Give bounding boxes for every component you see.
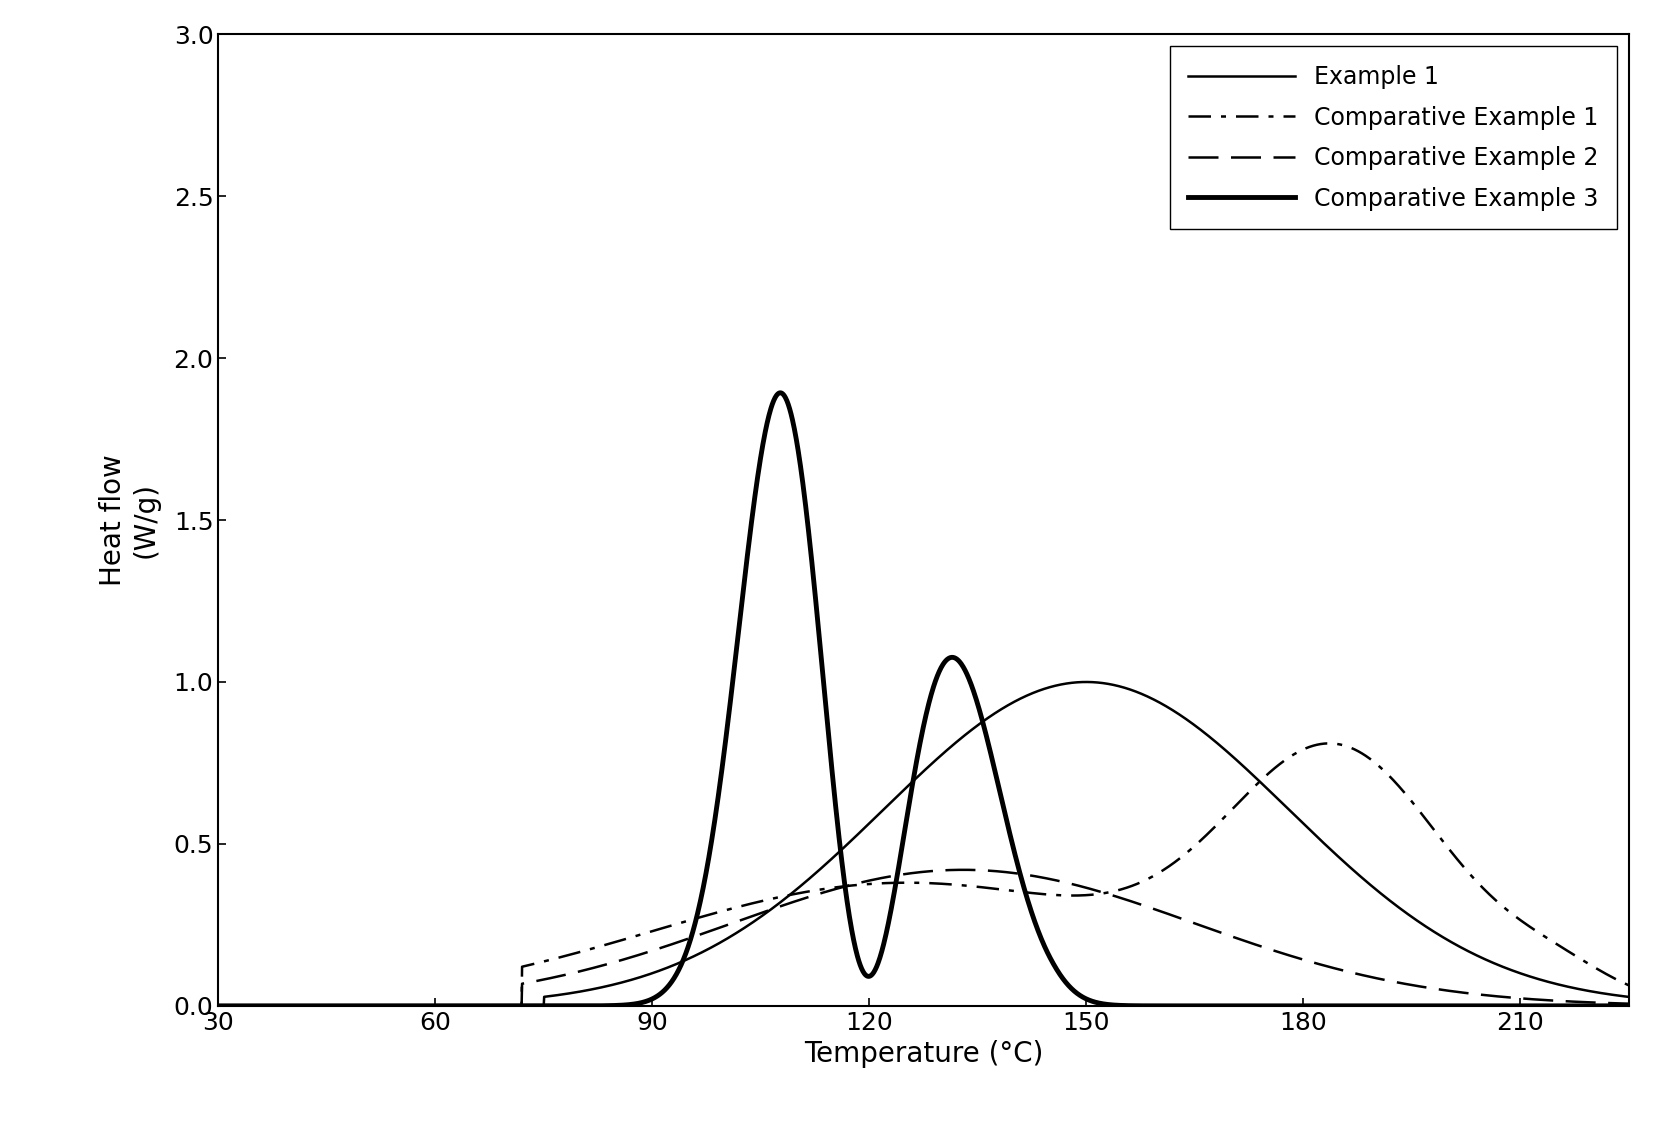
Example 1 xyxy=(1439,934,1459,948)
Example 1 xyxy=(1076,676,1096,689)
Comparative Example 2 xyxy=(1439,984,1459,998)
Line: Comparative Example 2: Comparative Example 2 xyxy=(218,870,1629,1006)
Example 1 xyxy=(749,911,769,925)
Comparative Example 2 xyxy=(811,887,831,901)
Legend: Example 1, Comparative Example 1, Comparative Example 2, Comparative Example 3: Example 1, Comparative Example 1, Compar… xyxy=(1170,46,1617,230)
Comparative Example 3 xyxy=(1619,999,1639,1013)
Comparative Example 2 xyxy=(369,999,390,1013)
Comparative Example 2 xyxy=(453,999,473,1013)
Comparative Example 3 xyxy=(208,999,228,1013)
Comparative Example 3 xyxy=(811,646,831,660)
Comparative Example 3 xyxy=(369,999,390,1013)
Comparative Example 2 xyxy=(954,863,974,877)
Comparative Example 2 xyxy=(1619,997,1639,1010)
Line: Example 1: Example 1 xyxy=(218,682,1629,1006)
Line: Comparative Example 3: Comparative Example 3 xyxy=(218,393,1629,1006)
X-axis label: Temperature (°C): Temperature (°C) xyxy=(804,1040,1043,1069)
Comparative Example 3 xyxy=(749,461,769,474)
Comparative Example 3 xyxy=(453,999,473,1013)
Comparative Example 2 xyxy=(1592,996,1612,1009)
Example 1 xyxy=(208,999,228,1013)
Comparative Example 3 xyxy=(1592,999,1612,1013)
Comparative Example 3 xyxy=(771,386,791,400)
Example 1 xyxy=(369,999,390,1013)
Example 1 xyxy=(1619,990,1639,1004)
Example 1 xyxy=(811,862,831,876)
Example 1 xyxy=(453,999,473,1013)
Comparative Example 2 xyxy=(749,906,769,920)
Example 1 xyxy=(1592,986,1612,1000)
Comparative Example 2 xyxy=(208,999,228,1013)
Y-axis label: Heat flow
(W/g): Heat flow (W/g) xyxy=(99,454,160,586)
Comparative Example 3 xyxy=(1439,999,1459,1013)
